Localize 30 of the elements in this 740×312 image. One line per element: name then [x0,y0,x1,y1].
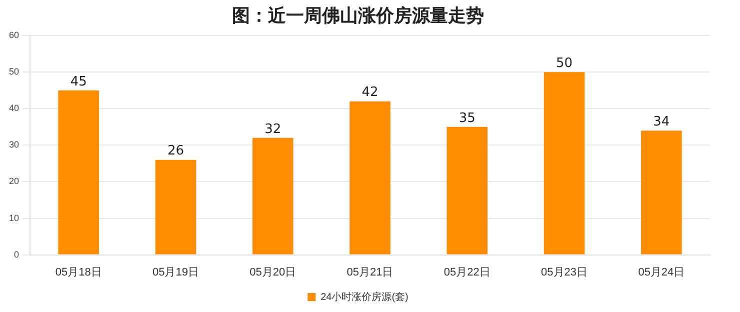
data-label: 35 [458,110,476,126]
bar [544,72,585,254]
x-tick-label: 05月18日 [55,266,102,278]
x-tick-label: 05月24日 [638,266,685,278]
y-tick-label: 30 [8,140,20,150]
chart-title: 图：近一周佛山涨价房源量走势 [232,5,484,26]
data-label: 45 [70,74,87,90]
data-label: 50 [556,56,573,72]
y-tick-label: 10 [8,212,20,223]
x-tick-label: 05月21日 [346,266,394,278]
data-label: 42 [362,85,378,100]
bar [252,138,294,254]
y-tick-label: 50 [8,66,20,77]
legend-label: 24小时涨价房源(套) [320,290,408,303]
y-tick-label: 60 [8,30,20,40]
bar [446,126,488,254]
y-tick-label: 0 [14,249,20,260]
y-tick-label: 20 [8,176,20,186]
x-tick-label: 05月22日 [444,266,490,278]
data-label: 34 [653,114,670,130]
bar [155,160,196,254]
x-tick-label: 05月19日 [152,266,199,278]
y-tick-label: 40 [8,103,20,114]
bar [350,101,390,254]
data-label: 26 [167,144,184,159]
data-label: 32 [264,122,282,137]
bar [58,90,99,254]
x-tick-label: 05月23日 [541,266,588,278]
bar [641,130,682,254]
x-tick-label: 05月20日 [250,266,296,278]
